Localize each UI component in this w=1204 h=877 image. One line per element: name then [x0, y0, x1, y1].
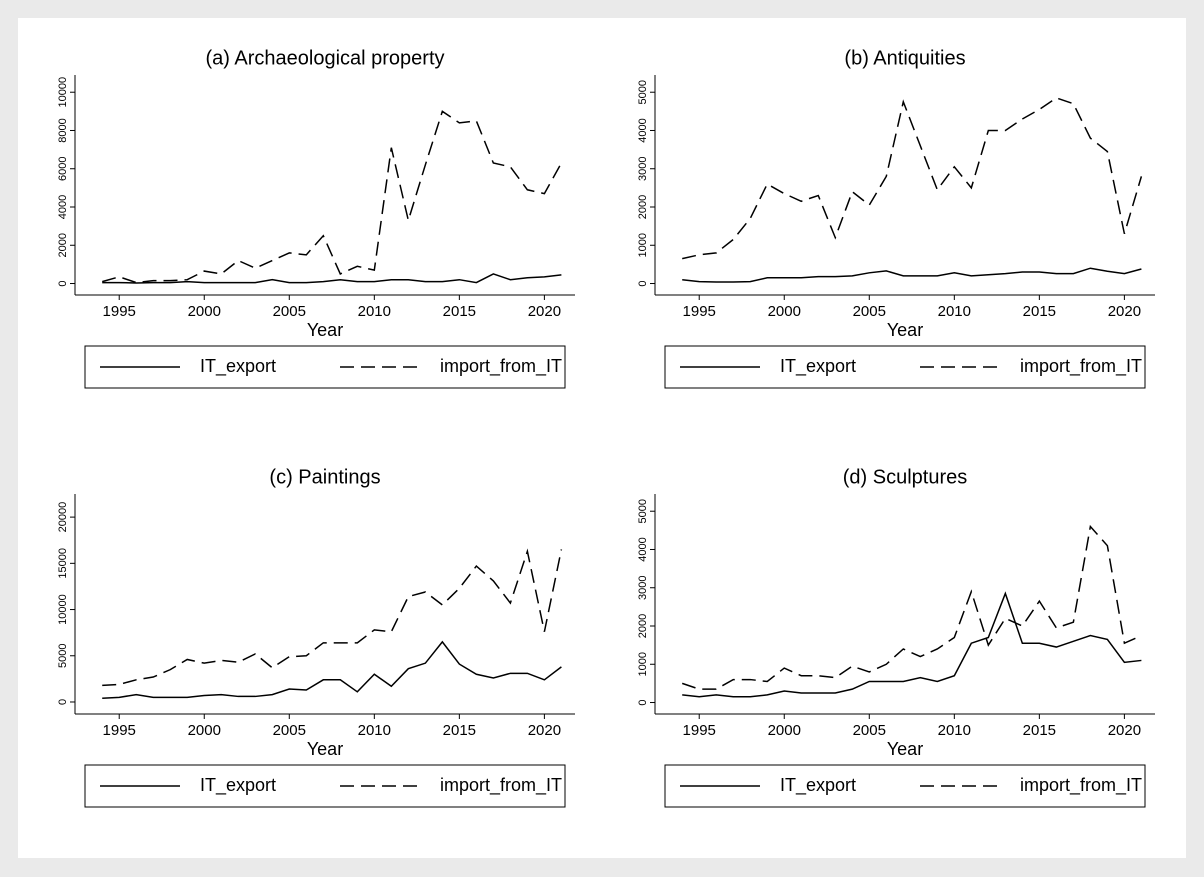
y-tick-label: 0 — [637, 699, 649, 705]
x-tick-label: 2010 — [358, 722, 391, 739]
panel-title: (c) Paintings — [269, 466, 380, 488]
x-tick-label: 2005 — [273, 722, 306, 739]
y-tick-label: 2000 — [57, 233, 69, 257]
y-tick-label: 15000 — [57, 548, 69, 579]
series-line — [102, 110, 563, 284]
x-tick-label: 2005 — [273, 303, 306, 320]
panel-title: (a) Archaeological property — [205, 47, 444, 69]
x-axis-label: Year — [307, 320, 343, 340]
legend-label: IT_export — [780, 775, 856, 796]
x-axis-label: Year — [887, 739, 923, 759]
x-tick-label: 2000 — [188, 722, 221, 739]
x-tick-label: 1995 — [103, 303, 136, 320]
x-tick-label: 2015 — [443, 722, 476, 739]
x-tick-label: 2005 — [853, 303, 886, 320]
x-axis-label: Year — [887, 320, 923, 340]
series-line — [681, 524, 1142, 690]
y-tick-label: 0 — [637, 280, 649, 286]
x-tick-label: 1995 — [683, 722, 716, 739]
legend-label: import_from_IT — [1020, 775, 1142, 796]
legend-label: import_from_IT — [1020, 356, 1142, 377]
y-tick-label: 2000 — [637, 614, 649, 638]
y-tick-label: 1000 — [637, 233, 649, 257]
figure-background — [18, 18, 1186, 858]
x-tick-label: 2000 — [768, 722, 801, 739]
x-tick-label: 1995 — [683, 303, 716, 320]
x-tick-label: 2000 — [188, 303, 221, 320]
x-axis-label: Year — [307, 739, 343, 759]
legend-label: import_from_IT — [440, 356, 562, 377]
x-tick-label: 2020 — [1108, 303, 1141, 320]
x-tick-label: 2015 — [443, 303, 476, 320]
y-tick-label: 2000 — [637, 195, 649, 219]
legend-label: IT_export — [200, 356, 276, 377]
y-tick-label: 0 — [57, 280, 69, 286]
legend-label: IT_export — [780, 356, 856, 377]
y-tick-label: 10000 — [57, 594, 69, 625]
series-line — [682, 591, 1142, 698]
series-line — [682, 97, 1143, 260]
y-tick-label: 1000 — [637, 652, 649, 676]
x-tick-label: 2020 — [528, 303, 561, 320]
x-tick-label: 2020 — [528, 722, 561, 739]
y-tick-label: 4000 — [637, 118, 649, 142]
x-tick-label: 2020 — [1108, 722, 1141, 739]
y-tick-label: 3000 — [637, 156, 649, 180]
y-tick-label: 6000 — [57, 156, 69, 180]
y-tick-label: 3000 — [637, 575, 649, 599]
x-tick-label: 2000 — [768, 303, 801, 320]
y-tick-label: 0 — [57, 699, 69, 705]
series-line — [102, 273, 562, 284]
y-tick-label: 20000 — [57, 502, 69, 533]
panel-title: (d) Sculptures — [843, 466, 968, 488]
series-line — [102, 640, 562, 700]
x-tick-label: 2010 — [358, 303, 391, 320]
x-tick-label: 2005 — [853, 722, 886, 739]
y-tick-label: 8000 — [57, 118, 69, 142]
y-tick-label: 10000 — [57, 77, 69, 108]
x-tick-label: 2010 — [938, 303, 971, 320]
x-tick-label: 1995 — [103, 722, 136, 739]
y-tick-label: 5000 — [637, 499, 649, 523]
y-tick-label: 5000 — [57, 644, 69, 668]
x-tick-label: 2015 — [1023, 303, 1056, 320]
y-tick-label: 4000 — [637, 537, 649, 561]
x-tick-label: 2010 — [938, 722, 971, 739]
legend-label: import_from_IT — [440, 775, 562, 796]
x-tick-label: 2015 — [1023, 722, 1056, 739]
y-tick-label: 5000 — [637, 80, 649, 104]
y-tick-label: 4000 — [57, 195, 69, 219]
series-line — [682, 267, 1142, 283]
legend-label: IT_export — [200, 775, 276, 796]
legend-box — [84, 345, 566, 389]
panel-title: (b) Antiquities — [844, 47, 965, 69]
